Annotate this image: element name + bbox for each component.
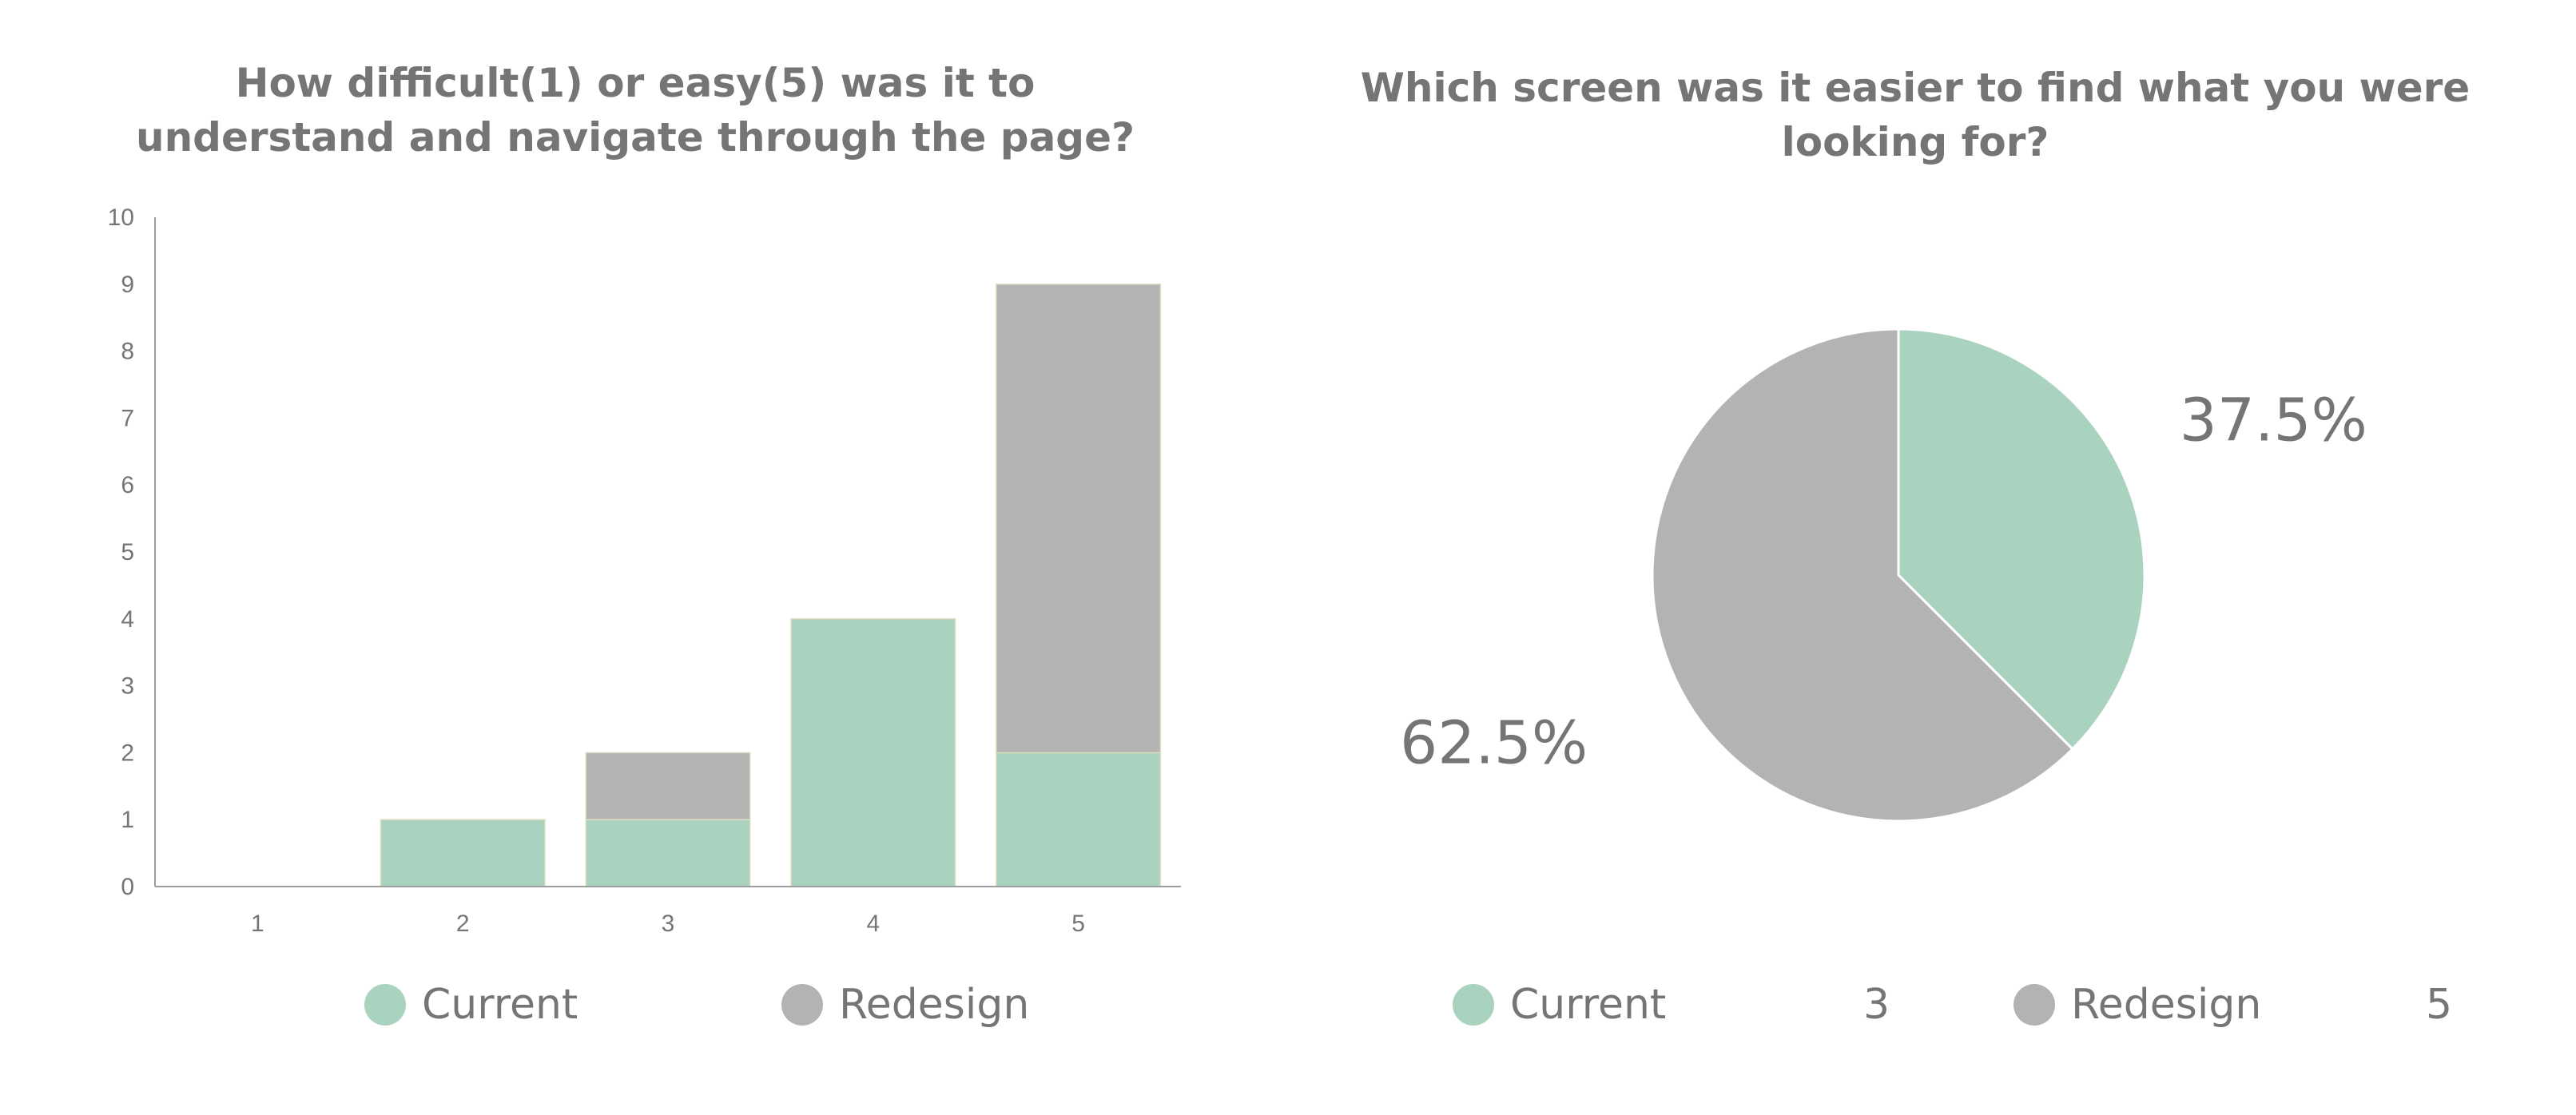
y-tick-label: 9	[121, 272, 134, 298]
pie-legend-label-current: Current	[1510, 981, 1667, 1029]
bar-redesign-5	[996, 284, 1162, 754]
pie-percent-label-current: 37.5%	[2180, 387, 2367, 455]
pie-slice-current	[1897, 327, 2146, 751]
y-tick-label: 2	[121, 740, 134, 766]
pie-legend-item-redesign: Redesign	[2013, 981, 2261, 1029]
y-tick-label: 1	[121, 807, 134, 833]
legend-item-current: Current	[364, 981, 578, 1029]
y-tick-label: 4	[121, 606, 134, 633]
bar-chart-title: How difficult(1) or easy(5) was it to un…	[135, 60, 1135, 161]
y-tick-label: 10	[108, 204, 134, 231]
pie-legend-value-redesign: 5	[2426, 981, 2453, 1029]
y-tick-label: 8	[121, 339, 134, 365]
y-tick-label: 6	[121, 472, 134, 498]
pie-slice-redesign	[1651, 327, 2074, 823]
bar-redesign-3	[585, 752, 751, 820]
bar-current-4	[790, 618, 956, 887]
x-tick-label: 4	[866, 911, 880, 937]
bar-current-5	[996, 752, 1162, 887]
pie-percent-label-redesign: 62.5%	[1400, 709, 1588, 778]
bar-chart-svg: 0 1 2 3 4 5 6 7 8 9 10 1 2 3 4 5	[108, 204, 1181, 937]
pie-legend-swatch-current	[1453, 984, 1494, 1026]
bar-current-2	[380, 819, 546, 887]
y-tick-label: 5	[121, 539, 134, 565]
y-tick-label: 0	[121, 874, 134, 900]
pie-chart-panel: Which screen was it easier to find what …	[1288, 0, 2576, 1115]
y-tick-label: 3	[121, 673, 134, 700]
bar-chart-panel: How difficult(1) or easy(5) was it to un…	[108, 60, 1181, 1029]
x-tick-label: 1	[251, 911, 264, 937]
pie-legend-value-current: 3	[1863, 981, 1890, 1029]
pie-legend-swatch-redesign	[2013, 984, 2055, 1026]
pie-chart-svg: 37.5% 62.5%	[1400, 327, 2367, 823]
pie-chart-title: Which screen was it easier to find what …	[1360, 65, 2471, 165]
x-tick-label: 5	[1071, 911, 1085, 937]
x-tick-label: 2	[456, 911, 470, 937]
y-tick-label: 7	[121, 405, 134, 431]
legend-swatch-redesign	[781, 984, 823, 1026]
legend-swatch-current	[364, 984, 406, 1026]
bar-current-3	[585, 819, 751, 887]
x-tick-label: 3	[662, 911, 675, 937]
pie-legend-label-redesign: Redesign	[2071, 981, 2262, 1029]
pie-legend-item-current: Current	[1453, 981, 1666, 1029]
legend-label-redesign: Redesign	[839, 981, 1030, 1029]
legend-item-redesign: Redesign	[781, 981, 1029, 1029]
legend-label-current: Current	[422, 981, 578, 1029]
